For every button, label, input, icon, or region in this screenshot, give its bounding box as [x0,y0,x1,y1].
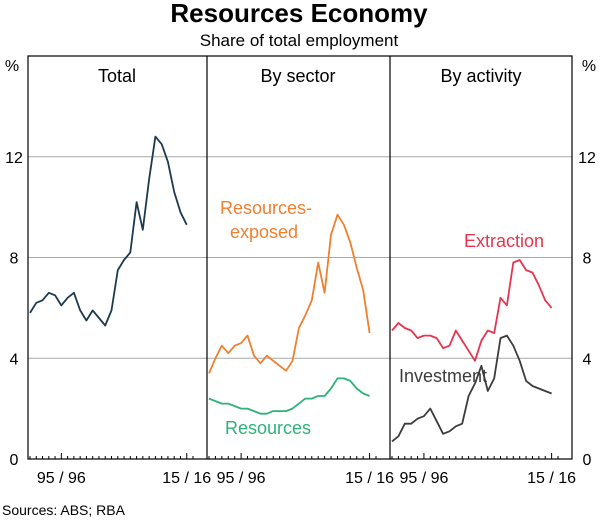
source-note: Sources: ABS; RBA [2,502,126,518]
x-tick-label-total-0: 95 / 96 [37,470,86,487]
x-tick-label-by_activity-1: 15 / 16 [527,470,576,487]
series-layer [29,135,553,443]
left-unit-label: % [5,58,19,75]
series-label-resources: Resources [225,418,311,438]
x-tick-label-by_activity-0: 95 / 96 [399,470,448,487]
axis-labels: 0 0 4 4 8 8 12 12 95 / 96 15 / 16 95 / 96 15 / 16 95… [5,150,596,487]
gridlines [28,156,572,359]
y-tick-left-12: 12 [5,150,23,167]
series-line-investment [391,334,552,443]
series-label-resources-exposed-line2: exposed [230,222,298,242]
chart-frame [27,55,573,460]
y-tick-left-4: 4 [10,351,19,368]
chart-subtitle: Share of total employment [200,31,399,50]
y-tick-right-4: 4 [583,351,592,368]
panel-title-by-activity: By activity [440,66,521,86]
series-label-resources-exposed-line1: Resources- [220,198,312,218]
x-tick-label-total-1: 15 / 16 [162,470,211,487]
x-tick-label-by_sector-0: 95 / 96 [217,470,266,487]
plot-frame [27,55,573,460]
y-tick-right-8: 8 [583,251,592,268]
y-tick-right-12: 12 [578,150,596,167]
y-tick-right-0: 0 [583,452,592,469]
y-tick-left-8: 8 [10,251,19,268]
series-label-investment: Investment [399,366,487,386]
panel-title-total: Total [98,66,136,86]
right-unit-label: % [582,58,596,75]
chart-title: Resources Economy [170,0,428,28]
x-tick-label-by_sector-1: 15 / 16 [345,470,394,487]
y-tick-left-0: 0 [10,452,19,469]
series-label-extraction: Extraction [464,231,544,251]
series-line-total [29,135,188,327]
series-line-resources-exposed [208,213,371,374]
series-line-extraction [391,259,553,362]
panel-title-by-sector: By sector [260,66,335,86]
series-line-resources [208,377,370,415]
